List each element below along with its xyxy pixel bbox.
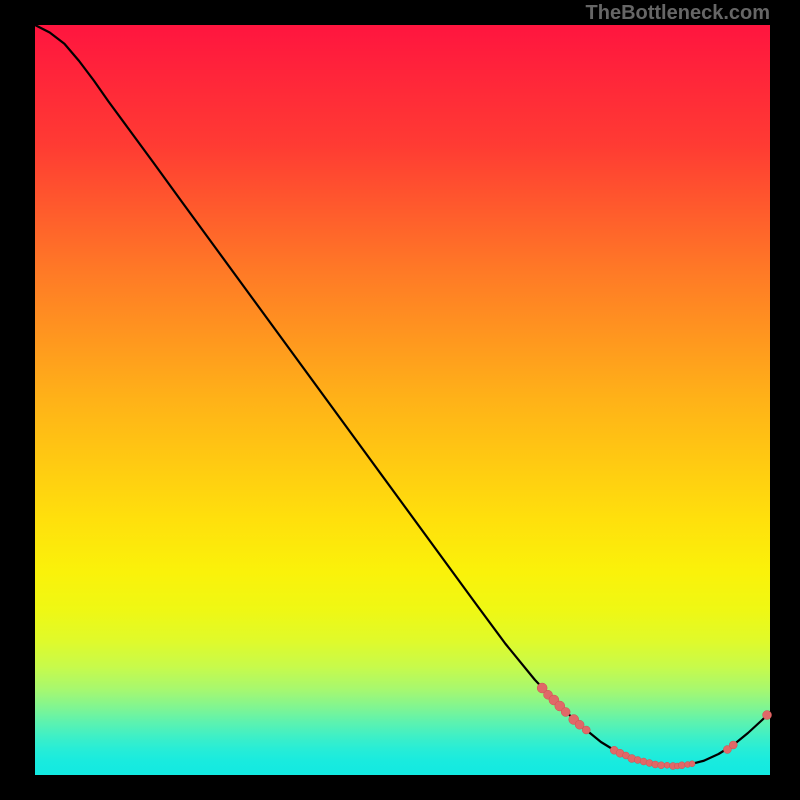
scatter-point [582,726,590,734]
watermark-text: TheBottleneck.com [586,2,770,25]
scatter-point [561,708,570,717]
scatter-point [763,711,772,720]
scatter-point [689,761,695,767]
scatter-point [678,762,685,769]
scatter-point [729,741,737,749]
plot-background [35,25,770,775]
scatter-point [664,762,670,768]
scatter-point [658,762,665,769]
chart-container: { "watermark": "TheBottleneck.com", "cha… [0,0,800,800]
plot-svg [0,0,800,800]
